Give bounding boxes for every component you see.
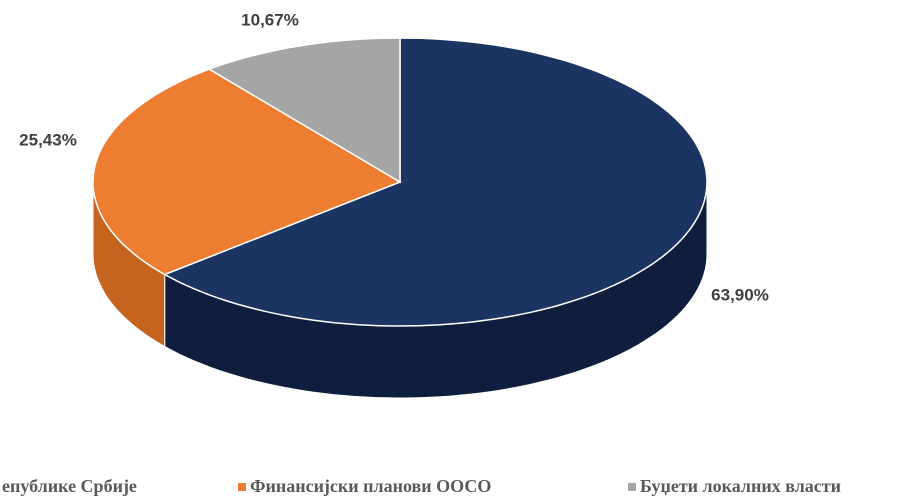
legend-label: епублике Србије — [2, 476, 137, 496]
data-label: 25,43% — [19, 130, 77, 149]
legend-label: Буџети локалних власти — [640, 476, 841, 496]
pie-slice — [92, 68, 402, 276]
data-label: 63,90% — [711, 285, 769, 304]
legend-label: Финансијски планови ООСО — [250, 476, 491, 496]
pie-slice — [207, 37, 401, 184]
pie-slice — [162, 37, 708, 327]
legend-marker — [628, 483, 636, 491]
data-label: 10,67% — [241, 10, 299, 29]
legend-marker — [238, 483, 246, 491]
